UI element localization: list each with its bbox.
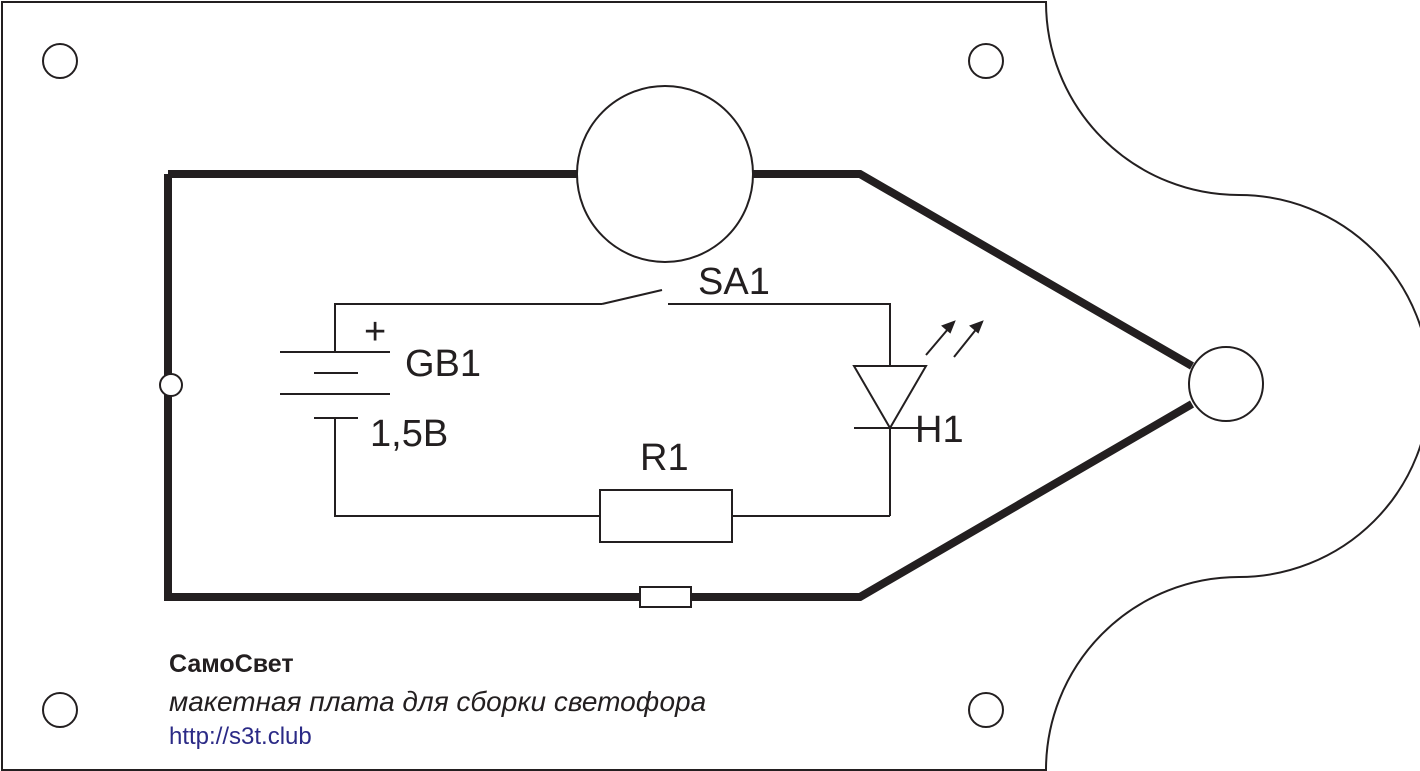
outer-trace <box>164 170 1195 601</box>
mounting-hole-top-right <box>968 43 1004 79</box>
battery-symbol <box>280 351 390 419</box>
top-round-pad <box>576 85 754 263</box>
circuit-wiring <box>334 289 891 517</box>
bottom-rect-pad <box>639 586 692 608</box>
battery-voltage-label: 1,5В <box>370 413 448 455</box>
board-url-link[interactable]: http://s3t.club <box>169 723 312 750</box>
mounting-hole-bottom-left <box>42 692 78 728</box>
led-symbol <box>852 320 984 430</box>
right-round-pad <box>1188 346 1264 422</box>
battery-label: GB1 <box>405 343 481 385</box>
led-label: H1 <box>915 409 964 451</box>
mounting-hole-top-left <box>42 43 78 79</box>
resistor-symbol <box>599 489 733 543</box>
resistor-label: R1 <box>640 437 689 479</box>
battery-polarity-label: + <box>364 311 386 353</box>
board-subtitle: макетная плата для сборки светофора <box>169 686 706 717</box>
board-title: СамоСвет <box>169 650 294 678</box>
left-small-pad <box>159 373 183 397</box>
switch-label: SA1 <box>698 261 770 303</box>
mounting-hole-bottom-right <box>968 692 1004 728</box>
